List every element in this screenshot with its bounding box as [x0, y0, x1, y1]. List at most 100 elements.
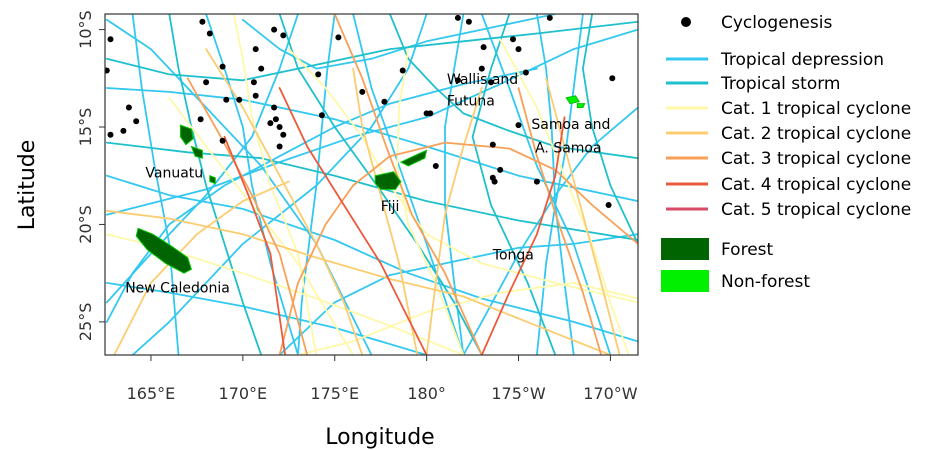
cyclogenesis-point-21: [454, 77, 461, 84]
cyclogenesis-point-45: [219, 137, 226, 144]
cyclone-track-38: [113, 180, 290, 355]
cyclogenesis-point-17: [250, 79, 257, 86]
cyclogenesis-point-0: [107, 36, 114, 43]
legend-label-cat-1-tropical-cyclone: Cat. 1 tropical cyclone: [721, 99, 911, 119]
cyclogenesis-point-14: [258, 65, 265, 72]
cyclogenesis-point-27: [133, 118, 140, 125]
cyclone-track-27: [396, 48, 465, 355]
cyclogenesis-point-5: [335, 34, 342, 41]
place-labels: Vanuatu Wallis and Futuna Samoa and A. Samoa…: [125, 72, 610, 297]
legend-swatch-cyclogenesis: [681, 17, 691, 27]
cyclogenesis-point-46: [432, 163, 439, 169]
legend-swatch-forest: [661, 238, 709, 260]
legend-label-cat-4-tropical-cyclone: Cat. 4 tropical cyclone: [721, 175, 911, 195]
cyclone-track-25: [168, 14, 263, 355]
place-label-2: Futuna: [447, 94, 495, 110]
cyclogenesis-point-49: [497, 166, 504, 173]
cyclogenesis-point-1: [199, 18, 206, 25]
cyclone-track-24: [388, 14, 638, 160]
cyclone-track-45: [223, 135, 287, 355]
cyclogenesis-point-51: [533, 178, 540, 185]
cyclone-track-2: [131, 14, 180, 355]
cyclogenesis-point-2: [206, 30, 213, 37]
place-label-6: Tonga: [492, 248, 534, 264]
place-label-7: New Caledonia: [125, 281, 230, 297]
cyclogenesis-point-47: [489, 141, 496, 148]
landmass-malakula: [190, 145, 203, 159]
cyclogenesis-point-32: [271, 104, 278, 111]
cyclogenesis-point-26: [125, 104, 132, 111]
cyclogenesis-point-24: [522, 69, 529, 76]
y-tick-label-2: 20°S: [76, 205, 95, 244]
landmass-efate: [209, 174, 216, 185]
cyclone-track-4: [105, 14, 299, 304]
cyclogenesis-point-10: [510, 36, 516, 43]
cyclone-track-36: [352, 67, 419, 355]
cyclone-track-23: [105, 141, 638, 241]
x-tick-label-0: 165°E: [127, 384, 176, 403]
cyclogenesis-point-35: [267, 120, 274, 127]
y-tick-label-1: 15°S: [76, 108, 95, 147]
cyclogenesis-points: [105, 14, 616, 208]
cyclogenesis-point-3: [271, 26, 278, 33]
cyclone-track-10: [462, 106, 638, 355]
cyclogenesis-point-20: [399, 67, 406, 74]
cyclone-track-33: [105, 209, 612, 355]
landmass-espiritu-santo: [179, 124, 194, 146]
cyclogenesis-point-44: [120, 127, 127, 134]
cyclogenesis-point-8: [546, 14, 553, 21]
cyclogenesis-point-7: [465, 18, 472, 25]
cyclogenesis-point-37: [276, 143, 283, 150]
cyclone-track-37: [545, 77, 621, 355]
cyclogenesis-point-50: [491, 178, 498, 185]
legend-label-cat-5-tropical-cyclone: Cat. 5 tropical cyclone: [721, 200, 911, 220]
cyclone-track-43: [278, 87, 428, 355]
cyclone-track-1: [105, 87, 638, 203]
cyclone-track-39: [278, 141, 638, 355]
y-tick-label-0: 10°S: [76, 10, 95, 49]
cyclone-track-40: [186, 77, 309, 355]
cyclogenesis-point-11: [515, 46, 522, 53]
x-tick-label-3: 180°: [407, 384, 446, 403]
map-panel-background: [105, 14, 638, 355]
map-panel-border: [104, 13, 639, 356]
cyclone-track-16: [297, 14, 336, 355]
cyclone-track-31: [287, 48, 638, 304]
y-tick-label-3: 25°S: [76, 303, 95, 342]
landmass-vanua-levu: [399, 149, 428, 167]
cyclogenesis-point-18: [315, 71, 322, 78]
place-label-0: Vanuatu: [145, 166, 203, 182]
cyclone-track-14: [241, 14, 557, 70]
legend-label-cat-2-tropical-cyclone: Cat. 2 tropical cyclone: [721, 124, 911, 144]
cyclogenesis-point-28: [197, 116, 204, 123]
cyclogenesis-point-19: [359, 88, 366, 95]
landmass-savai-i: [565, 95, 581, 105]
place-label-1: Wallis and: [447, 72, 518, 88]
cyclone-track-5: [352, 14, 465, 355]
x-tick-label-1: 170°E: [219, 384, 268, 403]
cyclogenesis-point-23: [488, 79, 494, 86]
place-label-5: Fiji: [381, 199, 400, 215]
cyclogenesis-point-30: [236, 96, 243, 103]
cyclone-track-32: [232, 14, 318, 355]
landmass-upolu: [576, 103, 586, 108]
legend-label-cyclogenesis: Cyclogenesis: [721, 13, 832, 33]
legend-label-forest: Forest: [721, 240, 774, 260]
cyclogenesis-point-41: [427, 110, 434, 117]
landmass-new-caledonia: [135, 227, 193, 274]
cyclone-track-44: [480, 116, 566, 355]
cyclone-track-15: [278, 233, 638, 355]
cyclogenesis-point-29: [223, 96, 230, 103]
cyclogenesis-point-15: [219, 63, 226, 70]
cyclone-track-9: [105, 28, 638, 216]
cyclone-track-11: [105, 174, 638, 343]
x-axis-ticks: 165°E 170°E 175°E 180° 175°W 170°W: [127, 355, 638, 403]
cyclone-track-8: [536, 14, 575, 355]
cyclone-track-21: [471, 14, 557, 355]
cyclogenesis-point-33: [272, 116, 279, 123]
cyclogenesis-point-13: [252, 46, 259, 53]
legend-label-tropical-storm: Tropical storm: [720, 74, 840, 94]
cyclone-track-42: [517, 87, 603, 355]
cyclogenesis-point-22: [478, 65, 485, 72]
